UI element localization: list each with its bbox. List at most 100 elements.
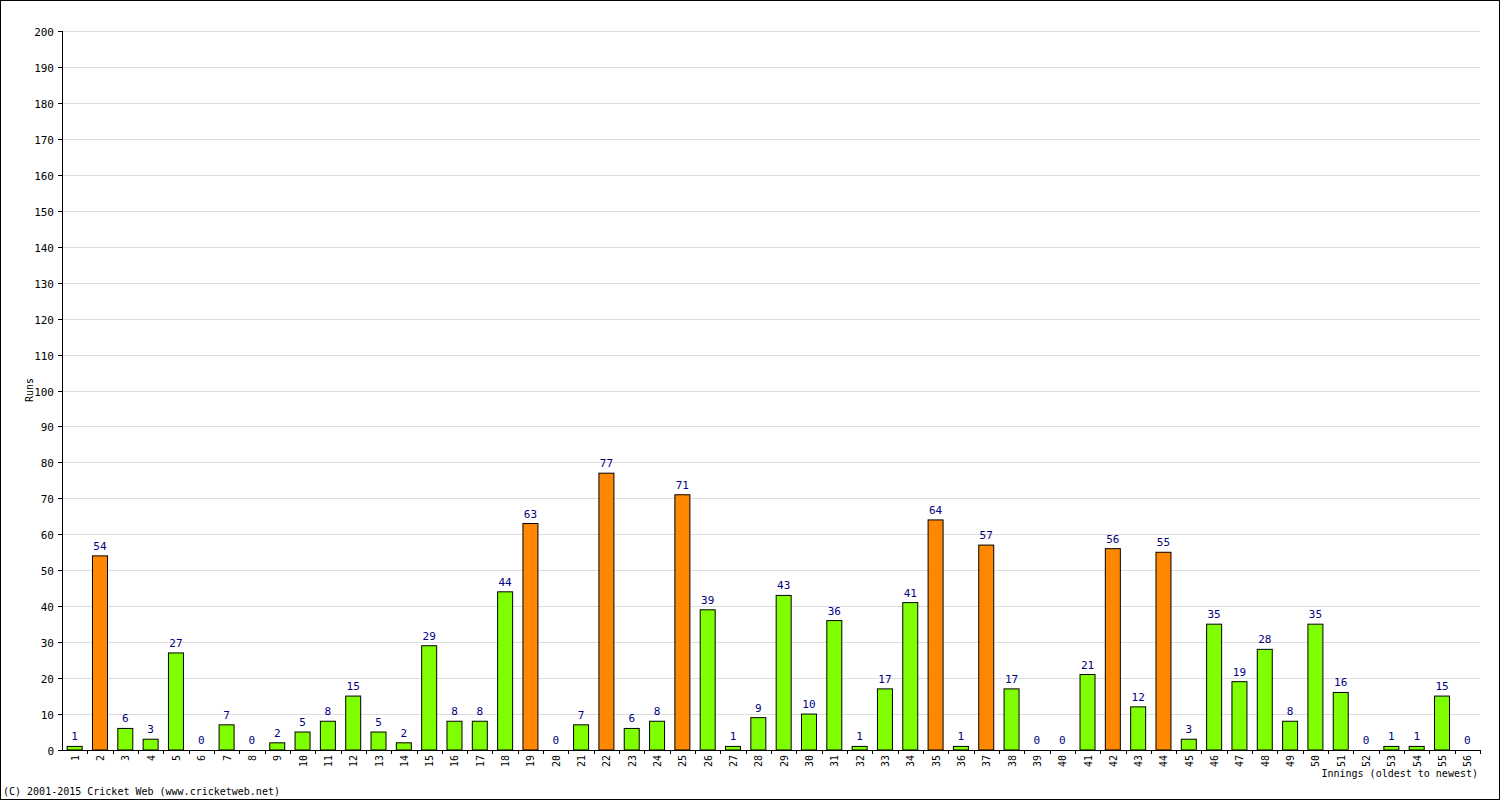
- bar: [1257, 649, 1272, 750]
- x-tick: [568, 750, 569, 754]
- bar: [1283, 721, 1298, 750]
- grid-line: [62, 103, 1480, 104]
- x-tick-label: 44: [1158, 755, 1169, 767]
- bar: [346, 696, 361, 750]
- x-tick: [948, 750, 949, 754]
- bars: [67, 473, 1449, 750]
- bar: [700, 610, 715, 750]
- data-label: 5: [299, 716, 306, 729]
- bar: [801, 714, 816, 750]
- x-tick: [467, 750, 468, 754]
- data-label: 27: [169, 637, 182, 650]
- data-label: 0: [1034, 734, 1041, 747]
- x-tick-label: 2: [95, 755, 106, 761]
- grid-line: [62, 498, 1480, 499]
- bar: [1105, 549, 1120, 750]
- data-label: 12: [1132, 691, 1145, 704]
- data-label: 15: [347, 680, 360, 693]
- data-label: 15: [1435, 680, 1448, 693]
- data-label: 2: [401, 727, 408, 740]
- x-tick: [543, 750, 544, 754]
- x-tick-label: 13: [374, 755, 385, 767]
- bar: [194, 750, 209, 751]
- x-tick-label: 11: [323, 755, 334, 767]
- bar: [1207, 624, 1222, 750]
- x-tick-label: 50: [1310, 755, 1321, 767]
- data-label: 29: [423, 630, 436, 643]
- bar: [422, 646, 437, 750]
- grid-line: [62, 67, 1480, 68]
- x-tick-label: 24: [652, 755, 663, 767]
- bar: [650, 721, 665, 750]
- bar: [1055, 750, 1070, 751]
- y-tick: [58, 462, 62, 463]
- x-tick-label: 43: [1133, 755, 1144, 767]
- x-tick-label: 37: [981, 755, 992, 767]
- y-tick-label: 0: [47, 745, 54, 758]
- x-tick: [974, 750, 975, 754]
- y-tick: [58, 606, 62, 607]
- y-tick: [58, 678, 62, 679]
- y-tick: [58, 426, 62, 427]
- data-label: 1: [1388, 730, 1395, 743]
- bar: [67, 746, 82, 750]
- x-tick: [1201, 750, 1202, 754]
- y-tick: [58, 103, 62, 104]
- bar: [726, 746, 741, 750]
- x-tick-label: 42: [1108, 755, 1119, 767]
- grid-line: [62, 534, 1480, 535]
- data-label: 8: [1287, 705, 1294, 718]
- credit: (C) 2001-2015 Cricket Web (www.cricketwe…: [3, 786, 280, 797]
- x-tick-label: 9: [272, 755, 283, 761]
- y-tick: [58, 31, 62, 32]
- bar: [1029, 750, 1044, 751]
- y-tick: [58, 534, 62, 535]
- x-tick: [1379, 750, 1380, 754]
- x-tick-label: 35: [931, 755, 942, 767]
- x-tick: [771, 750, 772, 754]
- bar: [574, 725, 589, 750]
- y-tick-label: 10: [41, 709, 54, 722]
- data-label: 1: [1413, 730, 1420, 743]
- x-tick-label: 47: [1234, 755, 1245, 767]
- x-tick: [923, 750, 924, 754]
- data-label: 8: [654, 705, 661, 718]
- bar: [979, 545, 994, 750]
- x-tick: [214, 750, 215, 754]
- bar: [1232, 682, 1247, 750]
- x-tick: [720, 750, 721, 754]
- y-tick-label: 170: [34, 134, 54, 147]
- bar: [776, 595, 791, 750]
- x-tick-label: 56: [1462, 755, 1473, 767]
- bar: [270, 743, 285, 750]
- grid-line: [62, 462, 1480, 463]
- grid-line: [62, 139, 1480, 140]
- x-tick: [366, 750, 367, 754]
- bar: [751, 718, 766, 750]
- y-tick-label: 40: [41, 601, 54, 614]
- x-tick-label: 12: [348, 755, 359, 767]
- y-tick: [58, 67, 62, 68]
- x-tick-label: 53: [1386, 755, 1397, 767]
- bar: [675, 495, 690, 750]
- data-label: 6: [628, 712, 635, 725]
- grid-line: [62, 283, 1480, 284]
- y-tick-label: 160: [34, 170, 54, 183]
- x-tick-label: 46: [1209, 755, 1220, 767]
- bar: [953, 746, 968, 750]
- data-label: 1: [730, 730, 737, 743]
- x-tick-label: 45: [1184, 755, 1195, 767]
- x-tick: [391, 750, 392, 754]
- data-label: 71: [676, 479, 689, 492]
- x-tick-label: 21: [576, 755, 587, 767]
- grid-line: [62, 391, 1480, 392]
- x-tick-label: 20: [551, 755, 562, 767]
- data-label: 77: [600, 457, 613, 470]
- grid-line: [62, 175, 1480, 176]
- y-tick-label: 80: [41, 457, 54, 470]
- x-tick: [315, 750, 316, 754]
- bar: [1181, 739, 1196, 750]
- y-tick-label: 50: [41, 565, 54, 578]
- x-tick: [1328, 750, 1329, 754]
- x-tick-label: 31: [829, 755, 840, 767]
